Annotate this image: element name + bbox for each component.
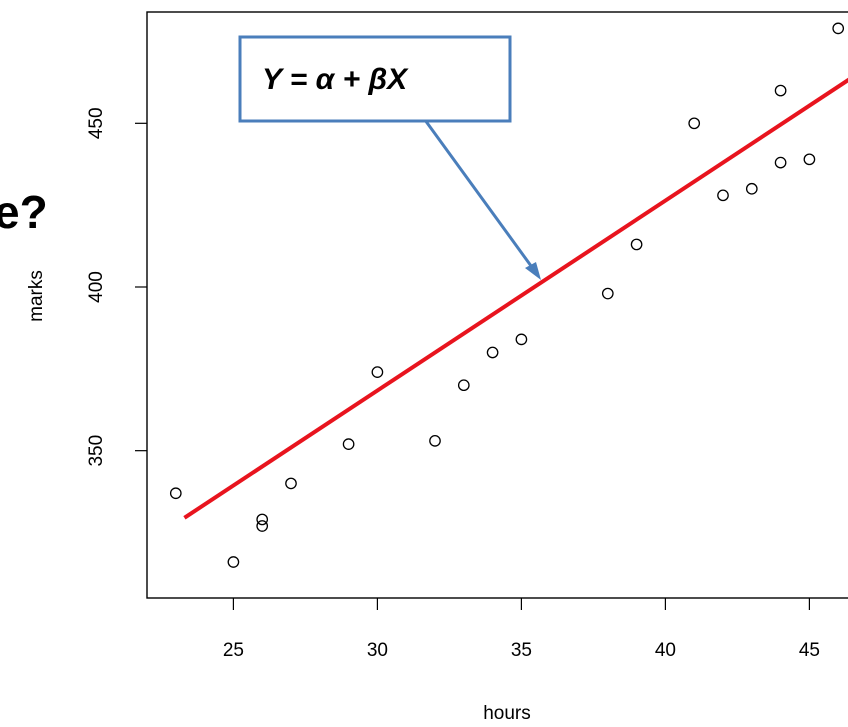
scatter-point xyxy=(832,22,845,35)
y-tick-label: 400 xyxy=(86,271,107,303)
scatter-point xyxy=(457,379,470,392)
scatter-point xyxy=(774,156,787,169)
x-tick-label: 45 xyxy=(799,640,820,661)
axis-ticks-layer: 25 30 35 40 45 350 400 450 xyxy=(86,107,820,661)
scatter-point xyxy=(256,513,269,526)
regression-line-layer xyxy=(183,77,848,520)
slide-fragment-text: e? xyxy=(0,186,48,238)
scatter-point xyxy=(717,189,729,202)
scatter-point xyxy=(486,346,499,359)
scatter-point xyxy=(371,366,384,378)
x-axis-title: hours xyxy=(483,703,531,724)
x-tick-label: 40 xyxy=(655,640,676,661)
plot-frame xyxy=(146,11,848,599)
callout-box xyxy=(238,35,512,123)
regression-line xyxy=(183,77,848,520)
scatter-point xyxy=(630,238,643,251)
callout-arrow-line xyxy=(423,119,536,271)
scatter-point xyxy=(285,477,297,490)
scatter-point xyxy=(803,153,816,166)
y-tick-label: 450 xyxy=(86,107,107,139)
scatter-point xyxy=(256,520,269,532)
x-tick-label: 25 xyxy=(223,640,244,661)
y-tick-label: 350 xyxy=(86,435,107,467)
scatter-point xyxy=(688,117,701,130)
callout-formula: Y = α + βX xyxy=(262,63,409,96)
x-tick-label: 30 xyxy=(367,640,388,661)
scatter-point xyxy=(342,438,355,450)
scatter-point xyxy=(745,182,758,195)
scatter-point xyxy=(774,84,787,97)
scatter-point xyxy=(227,556,240,568)
callout-arrow-head xyxy=(525,262,541,280)
scatter-point xyxy=(429,435,441,447)
scatter-point xyxy=(169,487,182,500)
scatter-points-layer xyxy=(169,22,845,568)
scatter-point xyxy=(515,333,528,346)
y-axis-title: marks xyxy=(26,270,47,322)
x-tick-label: 35 xyxy=(511,640,532,661)
scatter-point xyxy=(601,287,614,300)
